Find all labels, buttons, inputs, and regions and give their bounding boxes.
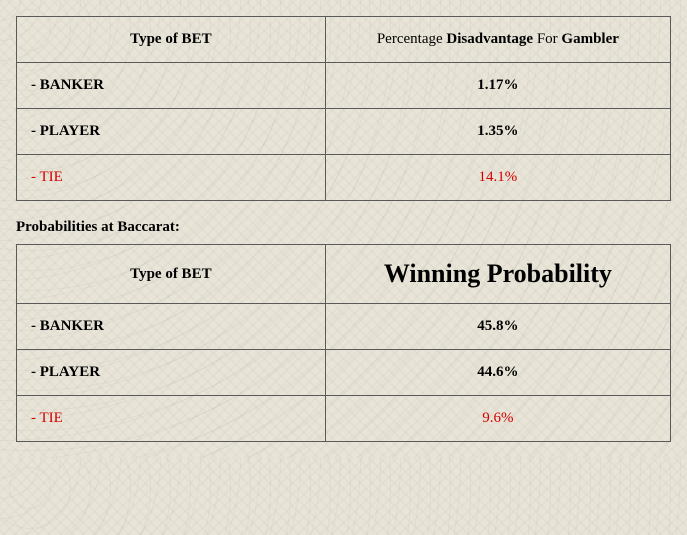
bet-value: 44.6%: [325, 350, 670, 396]
disadvantage-table: Type of BET Percentage Disadvantage For …: [16, 16, 671, 201]
bet-label-tie: - TIE: [17, 396, 326, 442]
hdr-part: For: [533, 31, 561, 47]
bet-label-text: - BANKER: [31, 77, 104, 93]
table-row: - TIE 9.6%: [17, 396, 671, 442]
bet-value: 1.35%: [325, 109, 670, 155]
section-title: Probabilities at Baccarat:: [16, 219, 671, 236]
bet-label-tie: - TIE: [17, 155, 326, 201]
table-row: - PLAYER 44.6%: [17, 350, 671, 396]
table-row: - TIE 14.1%: [17, 155, 671, 201]
table-header-row: Type of BET Percentage Disadvantage For …: [17, 17, 671, 63]
header-win-prob: Winning Probability: [325, 245, 670, 304]
bet-label: - BANKER: [17, 63, 326, 109]
probability-table: Type of BET Winning Probability - BANKER…: [16, 244, 671, 442]
header-bet-type: Type of BET: [17, 245, 326, 304]
hdr-part-bold: Disadvantage: [446, 31, 533, 47]
header-disadvantage: Percentage Disadvantage For Gambler: [325, 17, 670, 63]
bet-label: - PLAYER: [17, 350, 326, 396]
bet-label-text: - PLAYER: [31, 364, 100, 380]
bet-value-tie: 9.6%: [325, 396, 670, 442]
bet-label: - PLAYER: [17, 109, 326, 155]
bet-label-text: - BANKER: [31, 318, 104, 334]
table-header-row: Type of BET Winning Probability: [17, 245, 671, 304]
header-bet-type: Type of BET: [17, 17, 326, 63]
bet-label: - BANKER: [17, 304, 326, 350]
bet-value: 1.17%: [325, 63, 670, 109]
table-row: - BANKER 45.8%: [17, 304, 671, 350]
hdr-part: Percentage: [377, 31, 447, 47]
bet-value-tie: 14.1%: [325, 155, 670, 201]
hdr-part-bold: Gambler: [561, 31, 619, 47]
bet-value: 45.8%: [325, 304, 670, 350]
table-row: - BANKER 1.17%: [17, 63, 671, 109]
table-row: - PLAYER 1.35%: [17, 109, 671, 155]
bet-label-text: - PLAYER: [31, 123, 100, 139]
